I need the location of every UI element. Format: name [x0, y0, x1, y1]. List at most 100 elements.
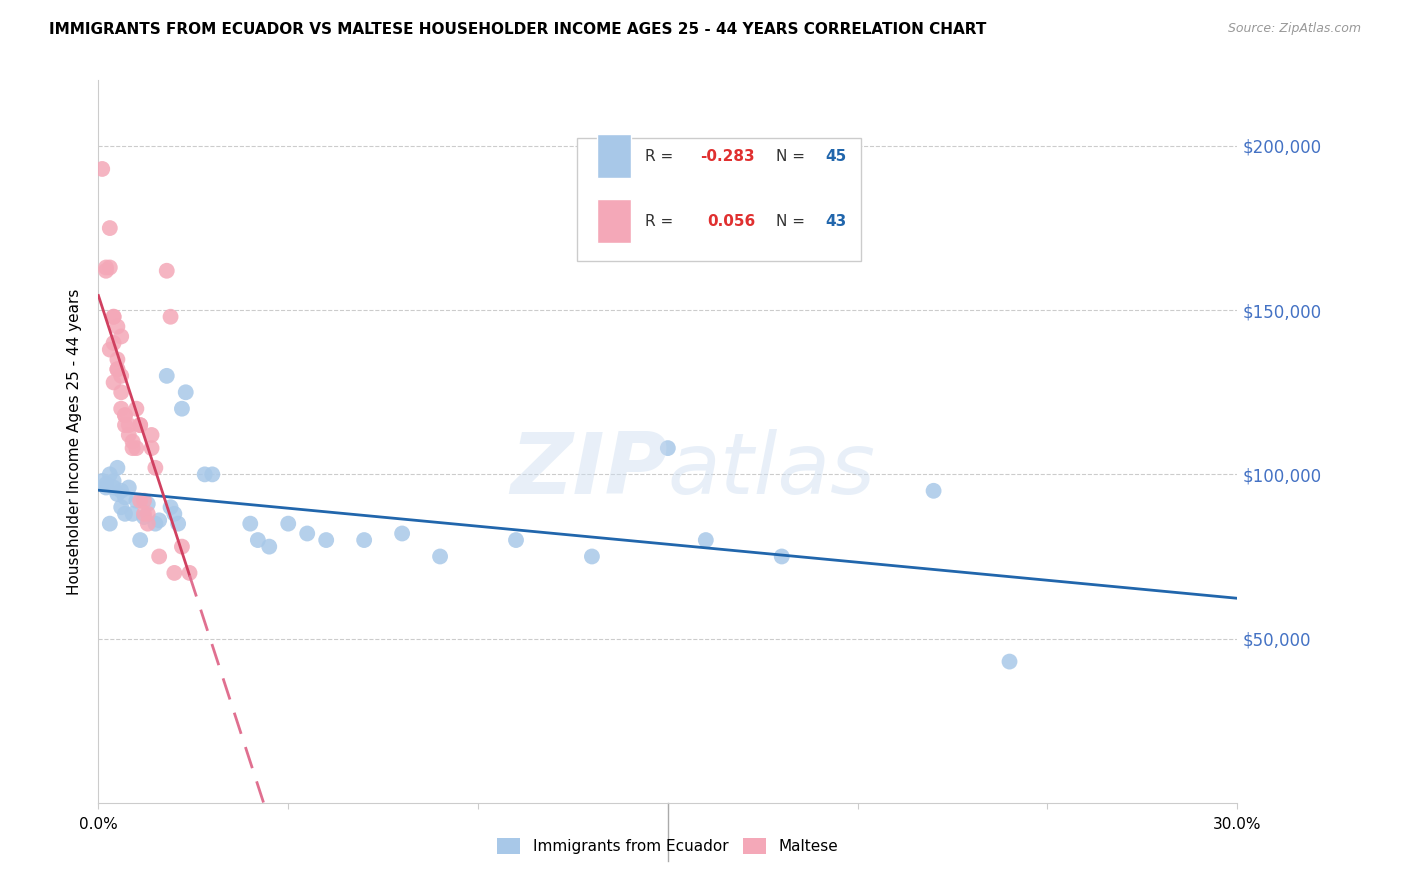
Legend: Immigrants from Ecuador, Maltese: Immigrants from Ecuador, Maltese [491, 832, 845, 860]
Point [110, 368, 132, 383]
Point [132, 507, 155, 521]
Text: ZIP: ZIP [510, 429, 668, 512]
Text: IMMIGRANTS FROM ECUADOR VS MALTESE HOUSEHOLDER INCOME AGES 25 - 44 YEARS CORRELA: IMMIGRANTS FROM ECUADOR VS MALTESE HOUSE… [49, 22, 987, 37]
Point [170, 401, 193, 416]
Point [110, 385, 132, 400]
Point [94, 481, 117, 495]
Text: 0.056: 0.056 [707, 214, 756, 228]
Point [129, 533, 152, 547]
Point [179, 566, 201, 580]
Point [163, 507, 186, 521]
Point [129, 418, 152, 433]
Point [98, 467, 121, 482]
Point [114, 491, 136, 505]
Point [145, 516, 167, 531]
Point [121, 507, 143, 521]
Text: 43: 43 [825, 214, 846, 228]
Point [159, 310, 181, 324]
Point [201, 467, 224, 482]
Point [136, 507, 159, 521]
Point [118, 418, 141, 433]
Point [107, 319, 129, 334]
Point [136, 516, 159, 531]
Point [107, 362, 129, 376]
Point [174, 385, 197, 400]
Point [581, 549, 603, 564]
Point [129, 493, 152, 508]
Point [98, 343, 121, 357]
FancyBboxPatch shape [576, 138, 862, 260]
Point [167, 516, 190, 531]
Point [94, 477, 117, 491]
Point [194, 467, 217, 482]
Point [125, 401, 148, 416]
Point [145, 460, 167, 475]
Point [107, 362, 129, 376]
Text: -0.283: -0.283 [700, 149, 755, 163]
Point [107, 460, 129, 475]
Point [103, 376, 125, 390]
Point [148, 513, 170, 527]
Point [922, 483, 945, 498]
Point [132, 510, 155, 524]
Point [98, 221, 121, 235]
Text: R =: R = [645, 149, 678, 163]
Point [103, 481, 125, 495]
Point [695, 533, 717, 547]
Point [98, 516, 121, 531]
Point [125, 441, 148, 455]
Text: R =: R = [645, 214, 683, 228]
Point [114, 507, 136, 521]
Point [505, 533, 527, 547]
Text: atlas: atlas [668, 429, 876, 512]
Point [107, 352, 129, 367]
Point [163, 566, 186, 580]
Point [121, 441, 143, 455]
Point [770, 549, 793, 564]
Bar [598, 135, 631, 178]
Point [103, 310, 125, 324]
Point [315, 533, 337, 547]
Point [136, 497, 159, 511]
Point [246, 533, 269, 547]
Point [94, 264, 117, 278]
Text: N =: N = [776, 149, 810, 163]
Point [91, 474, 114, 488]
Bar [598, 200, 631, 243]
Point [297, 526, 319, 541]
Point [110, 483, 132, 498]
Point [156, 264, 179, 278]
Point [114, 418, 136, 433]
Point [114, 409, 136, 423]
Point [259, 540, 281, 554]
Point [353, 533, 375, 547]
Point [98, 260, 121, 275]
Point [277, 516, 299, 531]
Point [114, 409, 136, 423]
Point [118, 428, 141, 442]
Point [239, 516, 262, 531]
Point [170, 540, 193, 554]
Point [148, 549, 170, 564]
Point [129, 418, 152, 433]
Point [132, 493, 155, 508]
Y-axis label: Householder Income Ages 25 - 44 years: Householder Income Ages 25 - 44 years [67, 288, 83, 595]
Point [391, 526, 413, 541]
Point [125, 493, 148, 508]
Point [156, 368, 179, 383]
Point [110, 401, 132, 416]
Point [657, 441, 679, 455]
Text: 45: 45 [825, 149, 846, 163]
Point [94, 260, 117, 275]
Point [103, 474, 125, 488]
Point [91, 161, 114, 176]
Text: Source: ZipAtlas.com: Source: ZipAtlas.com [1227, 22, 1361, 36]
Point [110, 329, 132, 343]
Point [141, 428, 163, 442]
Point [998, 655, 1021, 669]
Point [429, 549, 451, 564]
Point [121, 434, 143, 449]
Point [103, 336, 125, 351]
Point [118, 481, 141, 495]
Point [141, 441, 163, 455]
